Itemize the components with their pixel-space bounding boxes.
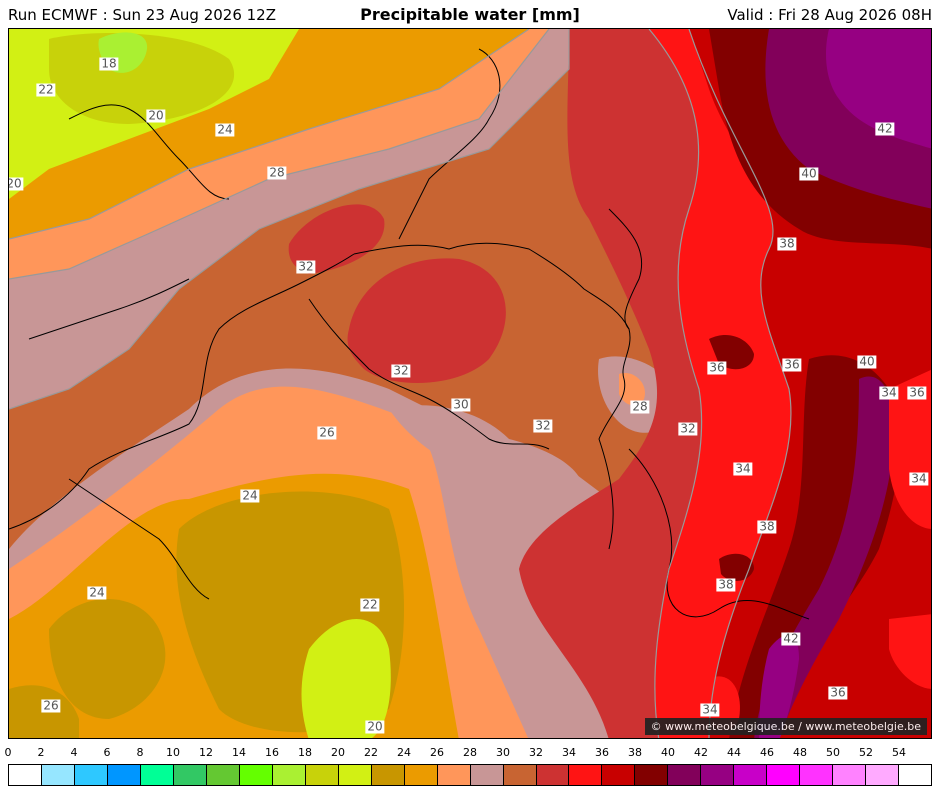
scale-tick-label: 32 [529, 746, 543, 759]
contour-label: 22 [36, 82, 56, 97]
contour-label: 24 [240, 488, 260, 503]
scale-tick-label: 46 [760, 746, 774, 759]
scale-tick-label: 52 [859, 746, 873, 759]
scale-swatch [338, 765, 372, 785]
scale-tick-label: 12 [199, 746, 213, 759]
contour-label: 26 [317, 425, 337, 440]
contour-label: 28 [267, 165, 287, 180]
contour-label: 28 [630, 399, 650, 414]
map-title: Precipitable water [mm] [360, 5, 580, 24]
scale-swatch [536, 765, 570, 785]
run-info: Run ECMWF : Sun 23 Aug 2026 12Z [8, 6, 276, 24]
header: Run ECMWF : Sun 23 Aug 2026 12Z Precipit… [0, 0, 940, 28]
scale-swatch [371, 765, 405, 785]
contour-label: 38 [757, 519, 777, 534]
contour-label: 30 [451, 397, 471, 412]
scale-swatch [602, 765, 636, 785]
contour-label: 36 [707, 360, 727, 375]
scale-tick-label: 20 [331, 746, 345, 759]
scale-tick-label: 22 [364, 746, 378, 759]
scale-tick-label: 0 [4, 746, 12, 759]
scale-tick-label: 16 [265, 746, 279, 759]
scale-swatch [899, 765, 932, 785]
scale-swatch [833, 765, 867, 785]
scale-tick-label: 26 [430, 746, 444, 759]
scale-tick-label: 36 [595, 746, 609, 759]
contour-label: 42 [781, 631, 801, 646]
contour-label: 32 [391, 363, 411, 378]
scale-swatch [272, 765, 306, 785]
contour-fill-layer [9, 29, 931, 738]
precipitable-water-map: 18 22 20 24 20 28 32 32 30 26 32 28 32 24 24 22 26 20 36 34… [8, 28, 932, 739]
contour-label: 34 [700, 702, 720, 717]
scale-tick-label: 48 [793, 746, 807, 759]
scale-tick-label: 28 [463, 746, 477, 759]
scale-swatch [437, 765, 471, 785]
contour-label: 38 [777, 236, 797, 251]
contour-label: 42 [875, 121, 895, 136]
scale-tick-label: 14 [232, 746, 246, 759]
scale-tick-label: 38 [628, 746, 642, 759]
scale-tick-label: 30 [496, 746, 510, 759]
scale-tick-label: 42 [694, 746, 708, 759]
credit: © www.meteobelgique.be / www.meteobelgie… [644, 718, 927, 735]
scale-swatch [41, 765, 75, 785]
contour-label: 38 [716, 577, 736, 592]
scale-swatch [503, 765, 537, 785]
scale-swatch [305, 765, 339, 785]
scale-swatch [866, 765, 900, 785]
valid-time: Valid : Fri 28 Aug 2026 08H [727, 6, 932, 24]
scale-tick-label: 8 [136, 746, 144, 759]
contour-label: 18 [99, 56, 119, 71]
scale-swatch [173, 765, 207, 785]
contour-label: 36 [828, 685, 848, 700]
contour-label: 26 [41, 698, 61, 713]
contour-label: 20 [365, 719, 385, 734]
scale-tick-label: 10 [166, 746, 180, 759]
contour-label: 40 [799, 166, 819, 181]
scale-tick-label: 34 [562, 746, 576, 759]
scale-swatch [140, 765, 174, 785]
scale-swatch [668, 765, 702, 785]
contour-label: 32 [533, 418, 553, 433]
scale-tick-label: 54 [892, 746, 906, 759]
scale-swatch [569, 765, 603, 785]
contour-label: 32 [678, 421, 698, 436]
contour-label: 20 [9, 177, 24, 191]
contour-label: 32 [296, 259, 316, 274]
scale-tick-label: 24 [397, 746, 411, 759]
scale-tick-label: 44 [727, 746, 741, 759]
scale-tick-label: 2 [37, 746, 45, 759]
scale-swatch [239, 765, 273, 785]
scale-swatch [701, 765, 735, 785]
scale-tick-label: 18 [298, 746, 312, 759]
scale-swatch [470, 765, 504, 785]
scale-swatch [107, 765, 141, 785]
scale-swatch [404, 765, 438, 785]
contour-label: 20 [146, 108, 166, 123]
scale-tick-label: 6 [103, 746, 111, 759]
scale-swatch [9, 765, 42, 785]
contour-label: 40 [857, 354, 877, 369]
contour-label: 24 [87, 585, 107, 600]
scale-swatch [206, 765, 240, 785]
scale-swatch [767, 765, 801, 785]
scale-swatch [635, 765, 669, 785]
scale-swatch [800, 765, 834, 785]
contour-label: 36 [907, 385, 927, 400]
contour-label: 34 [909, 471, 929, 486]
scale-tick-label: 4 [70, 746, 78, 759]
scale-bar [8, 764, 932, 786]
scale-tick-label: 50 [826, 746, 840, 759]
scale-swatch [734, 765, 768, 785]
color-scale: 0 2 4 6 8 10 12 14 16 18 20 22 24 26 28 30 32 34 36 38 40 42 4… [4, 746, 932, 794]
contour-label: 34 [879, 385, 899, 400]
contour-label: 36 [782, 357, 802, 372]
scale-tick-label: 40 [661, 746, 675, 759]
contour-label: 24 [215, 122, 235, 137]
contour-label: 22 [360, 597, 380, 612]
scale-swatch [74, 765, 108, 785]
contour-label: 34 [733, 461, 753, 476]
